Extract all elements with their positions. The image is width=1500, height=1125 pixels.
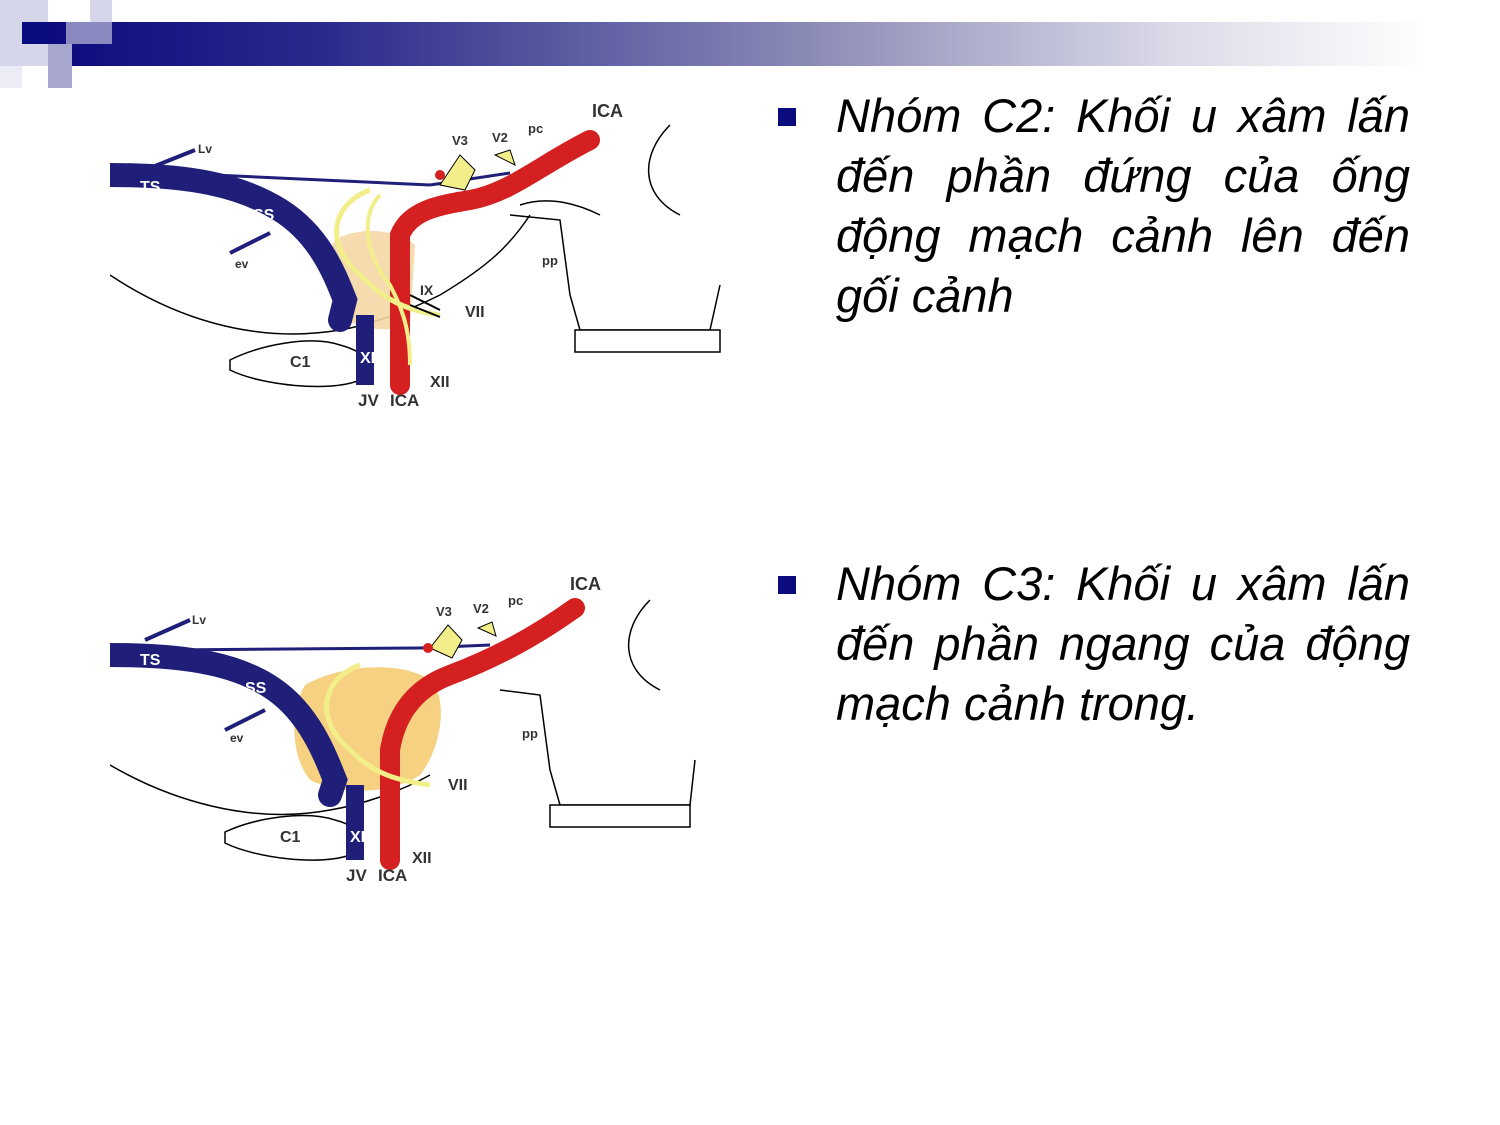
label-ica-bottom: ICA (378, 866, 407, 885)
decor-square (90, 0, 112, 22)
anatomy-diagram-c2: ICA Lv TS SS ev V3 V2 pc pp IX VII C1 XI… (98, 95, 725, 420)
label-jv: JV (358, 391, 379, 410)
title-gradient-bar (48, 22, 1428, 66)
label-c1: C1 (280, 829, 301, 846)
decor-square (22, 22, 48, 44)
label-lv: Lv (198, 142, 212, 156)
label-ica: ICA (592, 101, 623, 121)
label-pp: pp (522, 726, 538, 741)
label-ts: TS (140, 652, 161, 669)
decor-square (48, 44, 72, 88)
bullet-square-icon (778, 576, 796, 594)
anatomy-diagram-c3: ICA Lv TS SS ev V3 V2 pc pp VII C1 XI XI… (98, 570, 700, 895)
label-ica: ICA (570, 574, 601, 594)
label-xi: XI (360, 350, 375, 367)
bullet-c2: Nhóm C2: Khối u xâm lấn đến phần đứng củ… (778, 86, 1410, 326)
diagram-svg: ICA Lv TS SS ev V3 V2 pc pp IX VII C1 XI… (98, 101, 721, 410)
bullet-square-icon (778, 108, 796, 126)
label-lv: Lv (192, 613, 206, 627)
label-vii: VII (465, 304, 485, 321)
label-xi: XI (350, 829, 365, 846)
label-ix: IX (420, 282, 434, 298)
label-v3: V3 (436, 604, 452, 619)
label-ev: ev (235, 257, 249, 271)
label-v3: V3 (452, 133, 468, 148)
diagram-svg: ICA Lv TS SS ev V3 V2 pc pp VII C1 XI XI… (98, 574, 696, 885)
bullet-c3: Nhóm C3: Khối u xâm lấn đến phần ngang c… (778, 554, 1410, 734)
label-jv: JV (346, 866, 367, 885)
label-pp: pp (542, 253, 558, 268)
label-c1: C1 (290, 354, 311, 371)
label-ss: SS (245, 680, 267, 697)
label-pc: pc (528, 121, 543, 136)
bullet-text: Nhóm C3: Khối u xâm lấn đến phần ngang c… (836, 557, 1410, 730)
label-v2: V2 (492, 130, 508, 145)
label-vii: VII (448, 777, 468, 794)
label-ss: SS (253, 207, 275, 224)
label-pc: pc (508, 593, 523, 608)
label-v2: V2 (473, 601, 489, 616)
label-ts: TS (140, 179, 161, 196)
label-ev: ev (230, 731, 244, 745)
label-ica-bottom: ICA (390, 391, 419, 410)
decor-square (66, 22, 112, 44)
label-xii: XII (430, 374, 450, 391)
decor-square (0, 66, 22, 88)
bullet-text: Nhóm C2: Khối u xâm lấn đến phần đứng củ… (836, 89, 1410, 322)
label-xii: XII (412, 850, 432, 867)
